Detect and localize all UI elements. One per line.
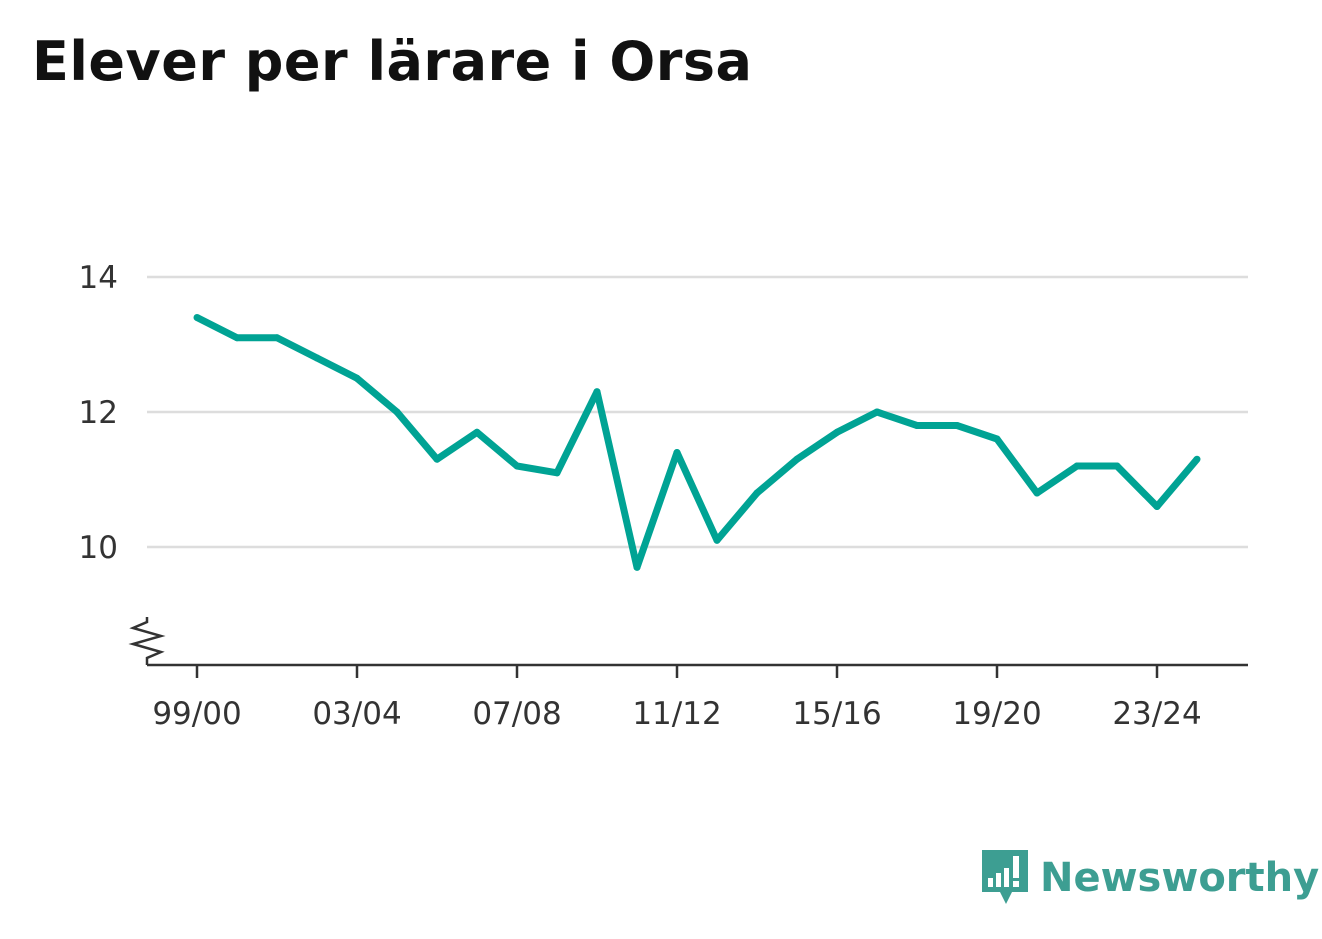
y-axis-tick-labels: 10 12 14 [79, 260, 118, 566]
data-point-13-14 [753, 489, 761, 497]
data-point-23-24 [1153, 503, 1161, 510]
data-point-17-18 [913, 422, 921, 429]
data-point-18-19 [953, 422, 961, 429]
data-point-10-11 [633, 563, 641, 571]
data-point-11-12 [673, 449, 681, 456]
data-point-22-23 [1113, 462, 1121, 470]
y-tick-label-12: 12 [79, 395, 118, 431]
data-point-01-02 [273, 334, 281, 342]
data-point-09-10 [593, 388, 601, 396]
x-tick-label-23-24: 23/24 [1112, 696, 1201, 732]
data-point-21-22 [1073, 462, 1081, 470]
data-point-02-03 [313, 354, 321, 362]
x-tick-label-03-04: 03/04 [312, 696, 401, 732]
brand-name: Newsworthy [1040, 855, 1320, 901]
data-point-19-20 [993, 435, 1001, 443]
data-point-04-05 [393, 408, 401, 416]
newsworthy-logo: Newsworthy [980, 848, 1319, 908]
series-line-0 [195, 314, 1200, 571]
data-point-05-06 [433, 455, 441, 463]
data-point-99-00 [193, 314, 201, 321]
x-tick-label-11-12: 11/12 [632, 696, 721, 732]
data-point-07-08 [513, 462, 521, 470]
data-point-14-15 [793, 455, 801, 463]
data-point-08-09 [553, 469, 561, 477]
data-point-24-25 [1193, 455, 1201, 463]
x-tick-label-07-08: 07/08 [472, 696, 561, 732]
y-tick-label-10: 10 [79, 530, 118, 566]
gridlines [147, 275, 1248, 549]
x-tick-label-15-16: 15/16 [792, 696, 881, 732]
series-layer [193, 314, 1201, 571]
data-point-06-07 [473, 428, 481, 436]
bar-chart-speech-bubble-icon [982, 850, 1028, 904]
y-tick-label-14: 14 [79, 260, 118, 296]
data-point-16-17 [873, 408, 881, 416]
data-point-20-21 [1033, 489, 1041, 497]
data-point-00-01 [233, 334, 241, 342]
x-tick-label-99-00: 99/00 [152, 696, 241, 732]
chart-title: Elever per lärare i Orsa [32, 30, 753, 93]
axis-break-symbol [128, 617, 166, 665]
data-point-03-04 [353, 374, 361, 382]
x-tick-label-19-20: 19/20 [952, 696, 1041, 732]
x-axis: 99/00 03/04 07/08 11/12 15/16 19/20 23/24 [128, 617, 1248, 732]
data-point-15-16 [833, 428, 841, 436]
data-point-12-13 [713, 536, 721, 544]
